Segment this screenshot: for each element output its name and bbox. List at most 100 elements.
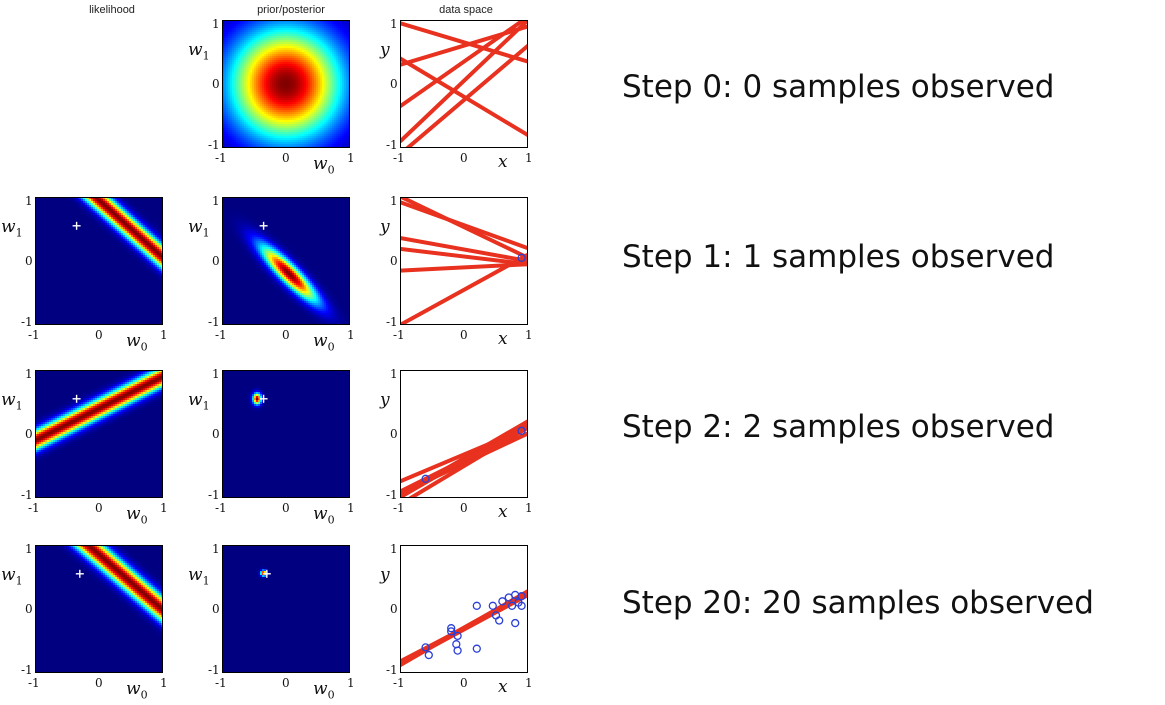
row-2-posterior-xtick-max: 1 [347, 502, 355, 514]
row-3-likelihood-xtick-max: 1 [160, 677, 168, 689]
row-1-likelihood-heatmap [35, 197, 163, 325]
row-2-likelihood-xtick-zero: 0 [95, 502, 103, 514]
row-1-likelihood-true-weight-marker [72, 221, 81, 230]
data-space-column-header: data space [396, 4, 536, 16]
row-2-posterior-ytick-max: 1 [212, 368, 220, 380]
row-2-sampled-line-2 [400, 431, 528, 496]
row-1-data-space-y-label: y [380, 219, 390, 236]
row-0-data-space-xtick-zero: 0 [460, 152, 468, 164]
row-0-posterior-frame [222, 20, 350, 148]
row-3-data-space-ytick-zero: 0 [390, 603, 398, 615]
row-1-sampled-line-3 [400, 200, 528, 251]
row-0-data-space-xtick-min: -1 [393, 152, 405, 164]
row-2-posterior-xtick-zero: 0 [282, 502, 290, 514]
step-20-label: Step 20: 20 samples observed [622, 588, 1094, 619]
row-1-sampled-line-5 [400, 262, 528, 273]
row-0-posterior-ytick-max: 1 [212, 18, 220, 30]
row-1-likelihood-frame [35, 197, 163, 325]
row-2-data-space-ytick-max: 1 [390, 368, 398, 380]
row-1-posterior-heatmap [222, 197, 350, 325]
row-0-posterior-heatmap [222, 20, 350, 148]
row-2-sampled-line-5 [400, 425, 528, 494]
row-1-likelihood-xtick-min: -1 [28, 329, 40, 341]
row-3-data-space-ytick-min: -1 [386, 664, 398, 676]
row-1-data-space-panel [400, 197, 528, 325]
row-2-likelihood-w1-label: w1 [1, 391, 23, 411]
row-1-likelihood-ytick-min: -1 [21, 316, 33, 328]
row-3-posterior-xtick-min: -1 [215, 677, 227, 689]
row-1-likelihood-w0-label: w0 [126, 332, 148, 352]
row-2-observed-point-1 [517, 426, 526, 435]
row-0-data-space-panel [400, 20, 528, 148]
row-0-posterior-ytick-zero: 0 [212, 78, 220, 90]
row-0-posterior-xtick-zero: 0 [282, 152, 290, 164]
row-3-observed-point-11 [498, 597, 507, 606]
row-1-posterior-ytick-min: -1 [208, 316, 220, 328]
row-3-likelihood-xtick-min: -1 [28, 677, 40, 689]
row-3-likelihood-ytick-min: -1 [21, 664, 33, 676]
row-2-likelihood-heatmap [35, 370, 163, 498]
row-3-observed-point-7 [472, 601, 481, 610]
row-1-data-space-ytick-min: -1 [386, 316, 398, 328]
row-3-observed-point-19 [491, 611, 501, 620]
row-3-observed-point-2 [447, 624, 456, 633]
row-3-posterior-ytick-max: 1 [212, 543, 220, 555]
row-0-data-space-frame [400, 20, 528, 148]
row-2-data-space-xtick-min: -1 [393, 502, 405, 514]
row-2-likelihood-panel [35, 370, 163, 498]
row-2-data-space-x-label: x [498, 504, 508, 521]
row-3-observed-point-9 [488, 601, 497, 610]
row-3-data-space-xtick-min: -1 [393, 677, 405, 689]
row-2-likelihood-ytick-min: -1 [21, 489, 33, 501]
row-1-likelihood-ytick-zero: 0 [25, 255, 33, 267]
row-2-data-space-frame [400, 370, 528, 498]
row-2-data-space-ytick-min: -1 [386, 489, 398, 501]
row-2-posterior-w0-label: w0 [313, 505, 335, 525]
row-1-observed-point-0 [517, 253, 526, 262]
row-3-data-space-x-label: x [498, 679, 508, 696]
row-3-observed-point-18 [517, 592, 526, 601]
row-1-posterior-ytick-zero: 0 [212, 255, 220, 267]
row-1-data-space-xtick-max: 1 [525, 329, 533, 341]
row-2-likelihood-true-weight-marker [72, 394, 81, 403]
row-3-sampled-line-5 [400, 593, 528, 665]
row-0-sampled-line-2 [400, 56, 528, 137]
row-1-posterior-xtick-zero: 0 [282, 329, 290, 341]
row-1-sampled-line-2 [400, 246, 528, 267]
row-3-likelihood-ytick-zero: 0 [25, 603, 33, 615]
row-0-posterior-w0-label: w0 [313, 155, 335, 175]
row-2-posterior-true-weight-marker [259, 394, 268, 403]
row-2-data-space-y-label: y [380, 392, 390, 409]
row-3-posterior-heatmap [222, 545, 350, 673]
row-1-data-space-xtick-zero: 0 [460, 329, 468, 341]
row-0-sampled-line-4 [400, 20, 528, 144]
row-0-data-space-xtick-max: 1 [525, 152, 533, 164]
row-3-likelihood-heatmap [35, 545, 163, 673]
row-2-likelihood-w0-label: w0 [126, 505, 148, 525]
row-3-observed-point-0 [421, 643, 430, 652]
row-0-posterior-xtick-min: -1 [215, 152, 227, 164]
row-3-posterior-xtick-zero: 0 [282, 677, 290, 689]
row-1-data-space-ytick-zero: 0 [390, 255, 398, 267]
row-3-likelihood-w1-label: w1 [1, 566, 23, 586]
row-1-likelihood-xtick-zero: 0 [95, 329, 103, 341]
row-0-sampled-line-3 [400, 24, 528, 67]
row-1-posterior-xtick-max: 1 [347, 329, 355, 341]
row-2-likelihood-xtick-max: 1 [160, 502, 168, 514]
row-2-posterior-ytick-min: -1 [208, 489, 220, 501]
row-2-posterior-w1-label: w1 [188, 391, 210, 411]
row-3-likelihood-ytick-max: 1 [25, 543, 33, 555]
row-0-data-space-ytick-max: 1 [390, 18, 398, 30]
row-3-posterior-panel [222, 545, 350, 673]
row-2-data-space-ytick-zero: 0 [390, 428, 398, 440]
row-0-data-space-y-label: y [380, 42, 390, 59]
row-3-data-space-xtick-zero: 0 [460, 677, 468, 689]
row-0-posterior-xtick-max: 1 [347, 152, 355, 164]
row-3-posterior-w1-label: w1 [188, 566, 210, 586]
row-3-observed-point-8 [472, 644, 481, 653]
row-1-posterior-xtick-min: -1 [215, 329, 227, 341]
row-1-posterior-true-weight-marker [259, 221, 268, 230]
row-0-sampled-line-5 [404, 44, 528, 148]
row-3-posterior-w0-label: w0 [313, 680, 335, 700]
row-3-posterior-ytick-zero: 0 [212, 603, 220, 615]
